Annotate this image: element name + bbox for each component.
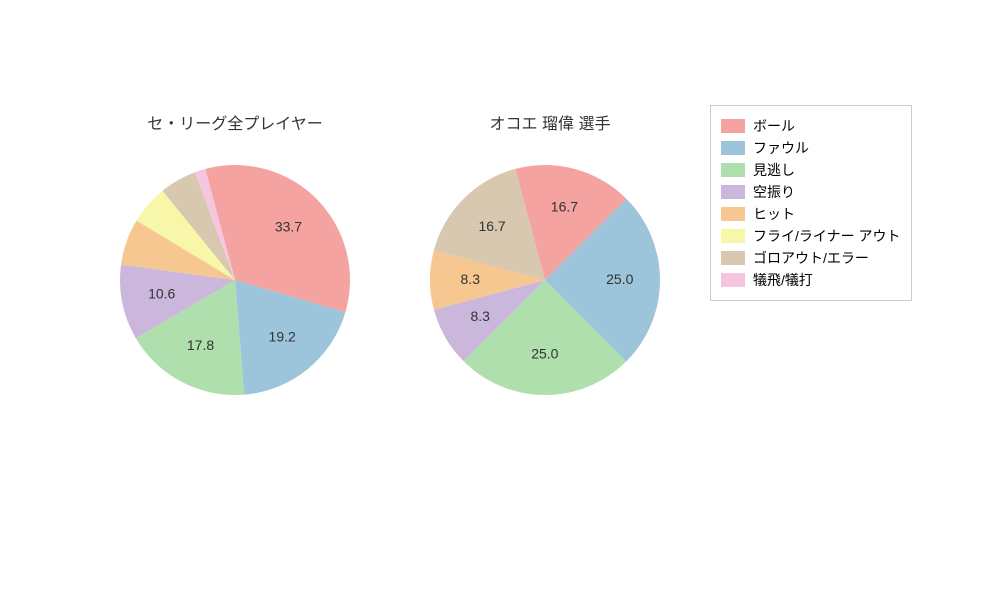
legend-label: ボール (753, 116, 795, 136)
slice-label: 8.3 (470, 308, 490, 324)
legend-label: ヒット (753, 204, 795, 224)
slice-label: 8.3 (461, 271, 481, 287)
legend-item: 見逃し (721, 160, 901, 180)
legend-swatch (721, 141, 745, 155)
legend-box: ボールファウル見逃し空振りヒットフライ/ライナー アウトゴロアウト/エラー犠飛/… (710, 105, 912, 301)
legend-item: ゴロアウト/エラー (721, 248, 901, 268)
legend-label: 空振り (753, 182, 795, 202)
slice-label: 16.7 (478, 218, 505, 234)
legend-swatch (721, 163, 745, 177)
chart-container: 33.7 19.2 17.8 10.6 16.7 25.0 25.0 8.3 8.3 16.7 セ… (0, 0, 1000, 600)
legend-label: フライ/ライナー アウト (753, 226, 901, 246)
slice-label: 25.0 (606, 271, 633, 287)
legend-label: 見逃し (753, 160, 795, 180)
legend-item: 空振り (721, 182, 901, 202)
slice-label: 16.7 (551, 199, 578, 215)
chart-title: オコエ 瑠偉 選手 (470, 110, 630, 134)
legend-label: ファウル (753, 138, 809, 158)
slice-label: 17.8 (187, 337, 214, 353)
slice-label: 33.7 (275, 218, 302, 234)
slice-label: 25.0 (531, 345, 558, 361)
legend-item: ボール (721, 116, 901, 136)
slice-label: 10.6 (148, 285, 175, 301)
legend-label: 犠飛/犠打 (753, 270, 813, 290)
legend-item: 犠飛/犠打 (721, 270, 901, 290)
legend-item: フライ/ライナー アウト (721, 226, 901, 246)
legend-swatch (721, 273, 745, 287)
legend-swatch (721, 119, 745, 133)
legend-swatch (721, 229, 745, 243)
legend-swatch (721, 251, 745, 265)
legend-item: ファウル (721, 138, 901, 158)
slice-label: 19.2 (269, 329, 296, 345)
chart-title: セ・リーグ全プレイヤー (145, 110, 325, 134)
legend-label: ゴロアウト/エラー (753, 248, 869, 268)
legend-swatch (721, 185, 745, 199)
legend-swatch (721, 207, 745, 221)
legend-item: ヒット (721, 204, 901, 224)
